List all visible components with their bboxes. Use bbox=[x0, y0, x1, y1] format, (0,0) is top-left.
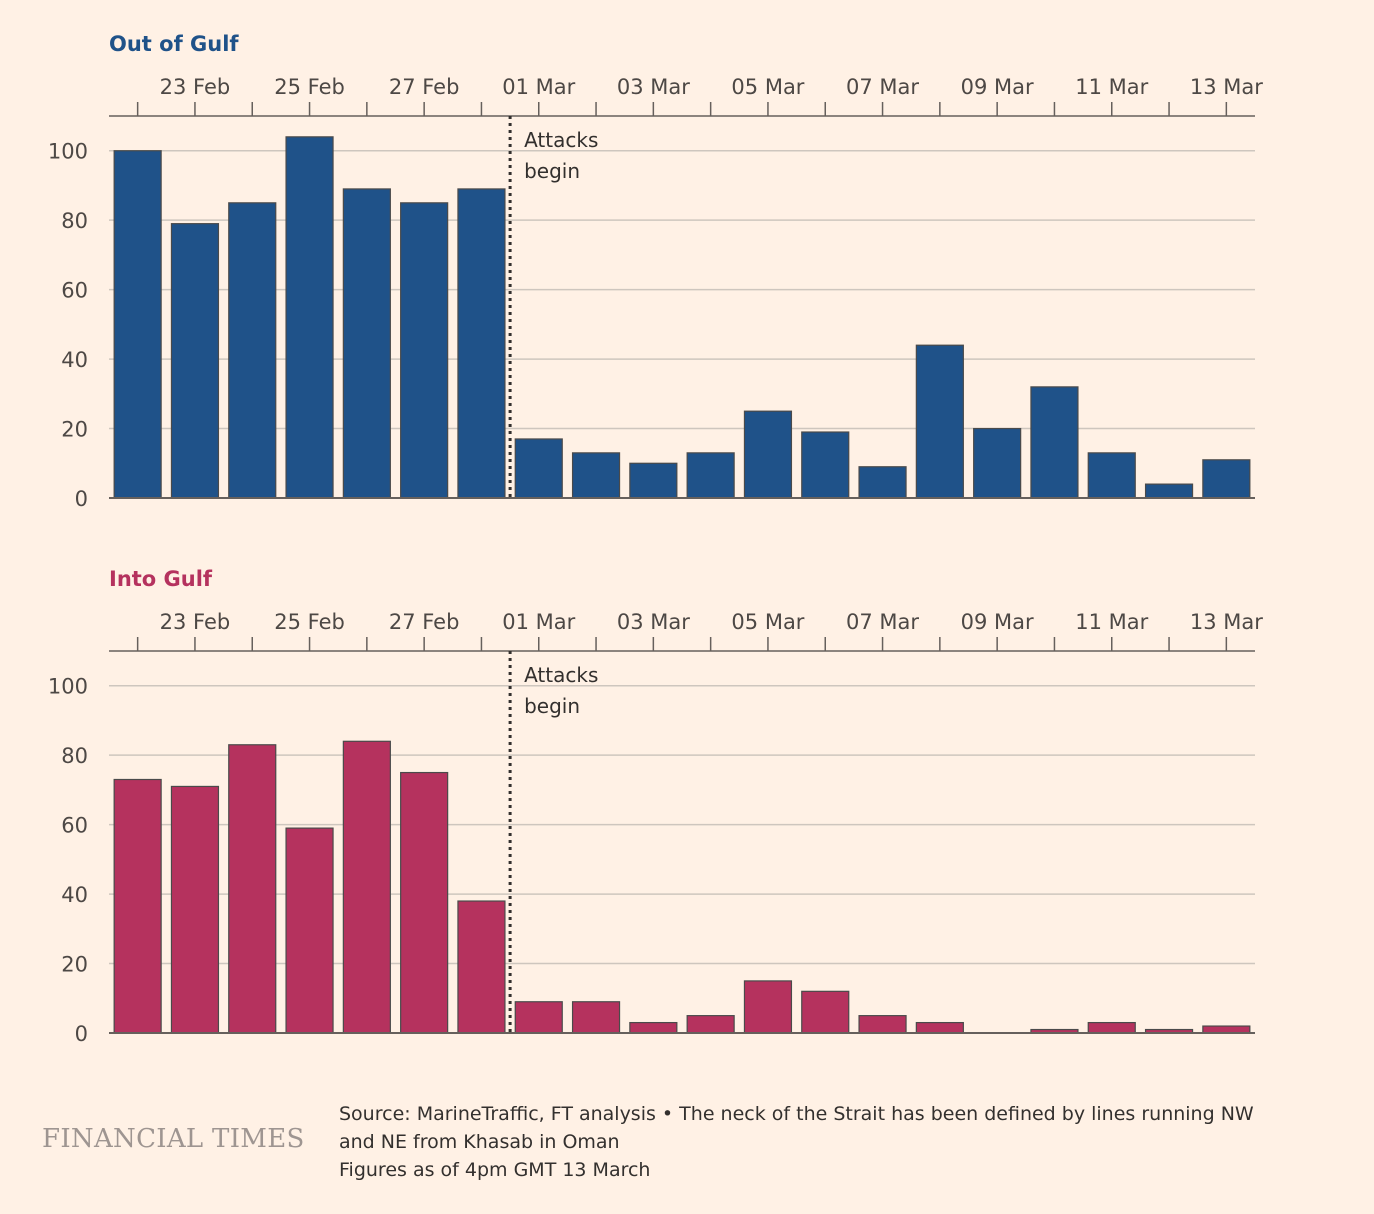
bar bbox=[457, 188, 506, 499]
bar bbox=[743, 980, 793, 1034]
bar bbox=[400, 202, 449, 499]
x-tick-label: 23 Feb bbox=[160, 610, 231, 634]
x-tick-label: 11 Mar bbox=[1075, 610, 1148, 634]
x-tick-label: 03 Mar bbox=[617, 610, 690, 634]
bar bbox=[170, 785, 220, 1034]
bar bbox=[400, 771, 449, 1034]
bar bbox=[1087, 1021, 1136, 1034]
bar bbox=[686, 1015, 735, 1034]
bar bbox=[743, 410, 793, 499]
bar bbox=[1144, 483, 1194, 499]
bar bbox=[285, 827, 334, 1034]
bar bbox=[571, 1001, 621, 1034]
bar bbox=[915, 1021, 964, 1034]
y-tick-label: 100 bbox=[48, 675, 88, 699]
bar bbox=[342, 740, 391, 1034]
bar bbox=[629, 462, 678, 499]
chart-panel-2: Into Gulf 0 20 40 60 80 100 23 Feb 25 Feb 27 Feb 0… bbox=[48, 567, 1263, 1046]
panel-title: Out of Gulf bbox=[109, 32, 239, 56]
bar bbox=[342, 188, 391, 499]
x-tick-label: 13 Mar bbox=[1190, 75, 1263, 99]
x-tick-label: 09 Mar bbox=[961, 610, 1034, 634]
source-line-2: and NE from Khasab in Oman bbox=[339, 1131, 620, 1153]
y-tick-label: 40 bbox=[61, 348, 88, 372]
bar bbox=[285, 136, 334, 499]
x-tick-label: 13 Mar bbox=[1190, 610, 1263, 634]
bar bbox=[1202, 1025, 1251, 1034]
y-tick-label: 20 bbox=[61, 953, 88, 977]
y-tick-label: 40 bbox=[61, 883, 88, 907]
bar bbox=[915, 344, 964, 499]
source-note: Source: MarineTraffic, FT analysis • The… bbox=[339, 1100, 1274, 1184]
annotation-label-line1: Attacks bbox=[524, 663, 598, 687]
bar bbox=[113, 150, 162, 499]
x-tick-label: 01 Mar bbox=[502, 610, 575, 634]
x-tick-label: 01 Mar bbox=[502, 75, 575, 99]
y-tick-label: 80 bbox=[61, 209, 88, 233]
x-tick-label: 07 Mar bbox=[846, 75, 919, 99]
bar bbox=[228, 744, 277, 1034]
bar bbox=[629, 1021, 678, 1034]
y-tick-label: 0 bbox=[75, 1022, 88, 1046]
y-tick-label: 20 bbox=[61, 418, 88, 442]
chart-canvas: Out of Gulf 0 20 40 60 80 100 23 Feb 25 Feb 27 Fe… bbox=[48, 32, 1263, 1046]
bar bbox=[801, 990, 850, 1034]
x-tick-label: 03 Mar bbox=[617, 75, 690, 99]
x-tick-label: 25 Feb bbox=[274, 75, 345, 99]
ft-logo: FINANCIAL TIMES bbox=[42, 1124, 305, 1154]
y-tick-label: 0 bbox=[75, 487, 88, 511]
x-tick-label: 07 Mar bbox=[846, 610, 919, 634]
bar bbox=[973, 427, 1022, 499]
panel-title: Into Gulf bbox=[109, 567, 213, 591]
chart-panel-1: Out of Gulf 0 20 40 60 80 100 23 Feb 25 Feb 27 Fe… bbox=[48, 32, 1263, 511]
bar bbox=[1030, 386, 1079, 499]
source-line-1: Source: MarineTraffic, FT analysis • The… bbox=[339, 1103, 1254, 1125]
bar bbox=[514, 1001, 563, 1034]
x-tick-label: 25 Feb bbox=[274, 610, 345, 634]
annotation-label-line2: begin bbox=[524, 694, 580, 718]
source-line-3: Figures as of 4pm GMT 13 March bbox=[339, 1159, 651, 1181]
x-tick-label: 27 Feb bbox=[389, 610, 460, 634]
bar bbox=[1202, 459, 1251, 499]
x-tick-label: 11 Mar bbox=[1075, 75, 1148, 99]
annotation-label-line1: Attacks bbox=[524, 128, 598, 152]
bar bbox=[686, 452, 735, 499]
bar bbox=[113, 778, 162, 1034]
y-tick-label: 80 bbox=[61, 744, 88, 768]
x-tick-label: 05 Mar bbox=[731, 610, 804, 634]
x-tick-label: 23 Feb bbox=[160, 75, 231, 99]
bar bbox=[858, 466, 907, 499]
bar bbox=[801, 431, 850, 499]
annotation-label-line2: begin bbox=[524, 159, 580, 183]
bar bbox=[514, 438, 563, 499]
bar bbox=[858, 1015, 907, 1034]
bar bbox=[457, 900, 506, 1034]
x-tick-label: 05 Mar bbox=[731, 75, 804, 99]
bar bbox=[170, 223, 220, 499]
bar bbox=[1087, 452, 1136, 499]
x-tick-label: 27 Feb bbox=[389, 75, 460, 99]
y-tick-label: 100 bbox=[48, 140, 88, 164]
bar bbox=[571, 452, 621, 499]
bar bbox=[228, 202, 277, 499]
y-tick-label: 60 bbox=[61, 279, 88, 303]
y-tick-label: 60 bbox=[61, 814, 88, 838]
x-tick-label: 09 Mar bbox=[961, 75, 1034, 99]
